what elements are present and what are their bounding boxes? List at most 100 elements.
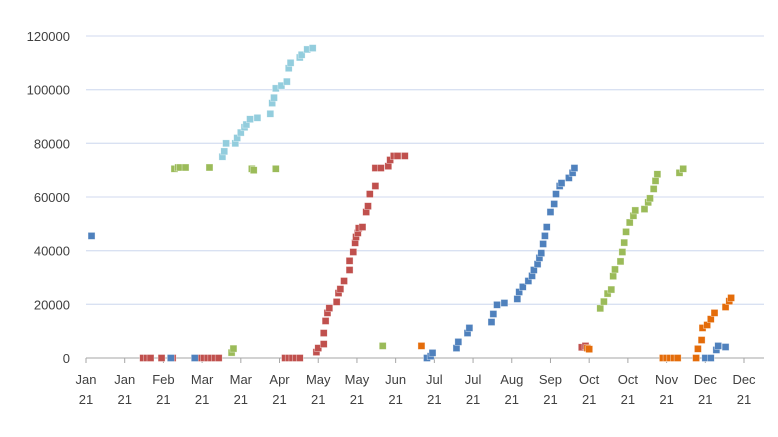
data-point xyxy=(345,257,354,265)
x-tick-label-year: 21 xyxy=(427,392,441,407)
data-point xyxy=(181,163,190,172)
x-tick-label-year: 21 xyxy=(311,392,325,407)
data-point xyxy=(272,165,280,173)
data-point xyxy=(222,139,230,148)
data-point xyxy=(493,301,501,309)
x-tick-label-month: Oct xyxy=(579,372,600,387)
data-point xyxy=(157,354,166,362)
data-point xyxy=(214,354,223,362)
x-axis-labels: Jan 21 Jan 21 Feb 21 Mar 21 Mar 21 Apr 21 May 21 May 21… xyxy=(76,372,757,407)
series-blue xyxy=(87,164,730,362)
data-point xyxy=(550,200,558,208)
series-green xyxy=(170,163,687,357)
data-point xyxy=(393,152,402,160)
x-tick-label-month: Dec xyxy=(732,372,756,387)
x-tick-label-month: Feb xyxy=(152,372,174,387)
y-tick-label: 20000 xyxy=(34,297,70,312)
data-point xyxy=(371,182,380,190)
data-point xyxy=(325,304,334,312)
data-point xyxy=(646,194,654,203)
data-point xyxy=(631,206,640,215)
data-point xyxy=(653,170,662,178)
data-point xyxy=(428,349,437,357)
y-tick-label: 100000 xyxy=(27,83,70,98)
data-point xyxy=(454,338,463,346)
data-point xyxy=(190,354,199,362)
data-point xyxy=(220,147,229,156)
data-point xyxy=(673,354,682,362)
data-point xyxy=(266,110,275,118)
x-tick-label-month: Jun xyxy=(385,372,406,387)
data-point xyxy=(465,324,474,332)
x-tick-label-year: 21 xyxy=(466,392,480,407)
data-point xyxy=(377,164,385,172)
data-point xyxy=(336,285,345,293)
data-point xyxy=(229,344,238,353)
x-tick-label-year: 21 xyxy=(388,392,402,407)
data-point xyxy=(308,44,317,52)
data-point xyxy=(519,283,527,291)
data-point xyxy=(557,179,566,187)
data-point xyxy=(542,223,551,231)
data-point xyxy=(622,228,630,236)
x-tick-label-month: Mar xyxy=(191,372,214,387)
data-point xyxy=(620,238,628,247)
y-tick-label: 80000 xyxy=(34,136,70,151)
x-tick-label-year: 21 xyxy=(621,392,635,407)
data-point xyxy=(697,336,706,344)
data-point xyxy=(277,81,286,90)
data-point xyxy=(417,342,426,350)
data-point xyxy=(721,343,730,351)
data-point xyxy=(679,165,687,173)
data-point xyxy=(321,317,330,325)
x-tick-label-month: Dec xyxy=(694,372,718,387)
data-point xyxy=(286,59,295,67)
data-point xyxy=(513,295,522,303)
data-point xyxy=(552,190,560,198)
x-tick-label-year: 21 xyxy=(234,392,248,407)
x-tick-label-month: Apr xyxy=(269,372,290,387)
data-point xyxy=(714,342,722,350)
data-point xyxy=(539,240,547,248)
x-tick-label-month: Nov xyxy=(655,372,679,387)
data-point xyxy=(349,248,358,256)
data-point xyxy=(487,318,496,326)
data-point xyxy=(146,354,155,362)
data-point xyxy=(296,354,304,362)
data-points xyxy=(87,44,735,362)
x-tick-label-year: 21 xyxy=(737,392,751,407)
x-tick-label-year: 21 xyxy=(195,392,209,407)
data-point xyxy=(283,77,291,86)
data-point xyxy=(707,354,715,362)
y-tick-label: 40000 xyxy=(34,244,70,259)
data-point xyxy=(600,297,608,306)
data-point xyxy=(87,232,96,240)
x-tick-label-year: 21 xyxy=(659,392,673,407)
data-point xyxy=(649,185,658,193)
data-point xyxy=(270,93,278,102)
x-tick-label-month: Oct xyxy=(618,372,639,387)
x-tick-label-month: Jul xyxy=(465,372,482,387)
x-tick-label-year: 21 xyxy=(117,392,131,407)
data-point xyxy=(585,345,593,353)
series-light-blue xyxy=(218,44,317,161)
x-tick-label-month: Jan xyxy=(76,372,97,387)
data-point xyxy=(366,190,374,198)
x-tick-label-year: 21 xyxy=(698,392,712,407)
data-point xyxy=(489,310,498,318)
x-tick-label-year: 21 xyxy=(543,392,557,407)
x-tick-label-year: 21 xyxy=(350,392,364,407)
x-tick-label-month: Jul xyxy=(426,372,443,387)
data-point xyxy=(246,115,254,123)
data-point xyxy=(340,277,348,285)
x-tick-label-month: May xyxy=(345,372,370,387)
data-point xyxy=(345,266,354,274)
data-point xyxy=(625,218,634,227)
data-point xyxy=(364,202,372,210)
data-point xyxy=(651,177,660,185)
data-point xyxy=(541,232,549,240)
data-point xyxy=(500,299,509,307)
x-tick-label-year: 21 xyxy=(156,392,170,407)
y-tick-label: 0 xyxy=(63,351,70,366)
